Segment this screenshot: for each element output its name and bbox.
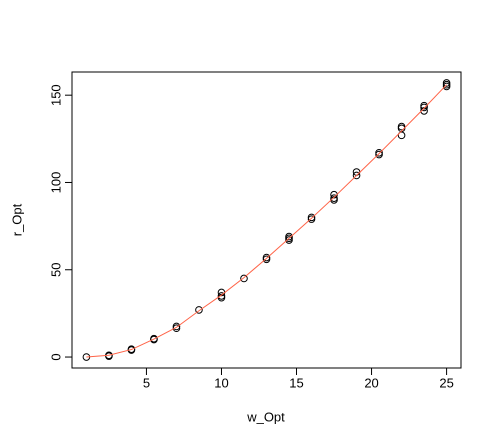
point xyxy=(240,274,248,283)
point xyxy=(150,334,158,343)
x-tick-label: 25 xyxy=(439,375,453,390)
point xyxy=(127,345,136,353)
point xyxy=(307,213,316,222)
point xyxy=(262,253,271,262)
y-tick-label: 100 xyxy=(48,172,63,194)
y-axis-label: r_Opt xyxy=(9,203,24,236)
x-axis-label: w_Opt xyxy=(246,409,285,424)
x-tick-label: 20 xyxy=(364,375,378,390)
point xyxy=(172,322,181,331)
y-tick-label: 150 xyxy=(48,84,63,106)
point xyxy=(217,292,226,300)
fit-line xyxy=(86,84,447,358)
point xyxy=(375,148,383,157)
x-tick-label: 5 xyxy=(143,375,150,390)
y-tick-label: 50 xyxy=(48,263,63,277)
point xyxy=(442,79,451,87)
point xyxy=(195,306,203,314)
point xyxy=(105,352,113,360)
point xyxy=(330,194,338,202)
point xyxy=(285,232,293,241)
plot-box xyxy=(71,71,462,369)
point xyxy=(397,122,406,131)
x-tick-label: 10 xyxy=(214,375,228,390)
y-tick-label: 0 xyxy=(48,353,63,360)
point xyxy=(352,171,361,180)
x-tick-label: 15 xyxy=(289,375,303,390)
